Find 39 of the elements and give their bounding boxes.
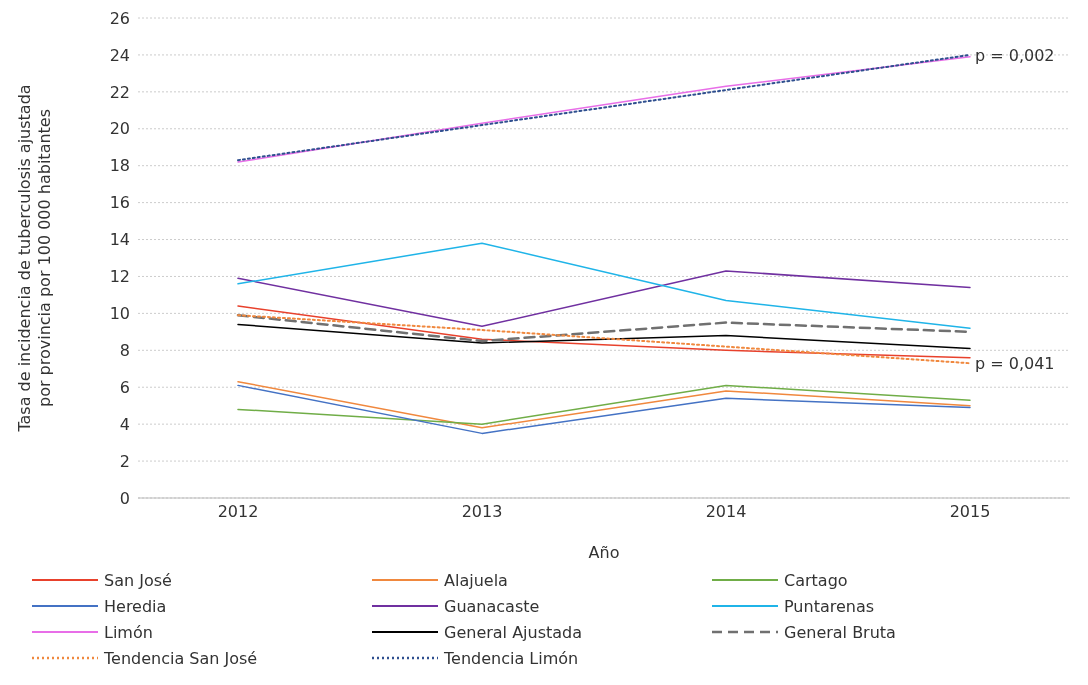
line-series [237, 323, 971, 350]
line-series [237, 314, 971, 365]
y-tick-label: 2 [119, 451, 130, 471]
y-tick-label: 20 [109, 119, 130, 139]
legend-label: Puntarenas [784, 596, 875, 616]
y-tick-label: 6 [119, 377, 130, 397]
legend-label: Tendencia San José [104, 648, 258, 668]
line-series [237, 270, 971, 328]
y-axis-title: Tasa de incidencia de tuberculosis ajustada por provincia por 100 000 habitantes [15, 84, 54, 433]
y-tick-label: 8 [119, 340, 130, 360]
legend-label: Alajuela [444, 570, 508, 590]
y-tick-label: 24 [109, 45, 130, 65]
y-tick-label: 10 [109, 304, 130, 324]
x-tick-label: 2015 [949, 502, 991, 522]
legend-label: Limón [104, 622, 153, 642]
annotation: p = 0,002 [975, 45, 1055, 65]
legend-label: Heredia [104, 596, 167, 616]
y-tick-label: 22 [109, 82, 130, 102]
y-tick-label: 12 [109, 267, 130, 287]
line-series [237, 242, 971, 329]
y-tick-label: 26 [109, 8, 130, 28]
line-series [237, 305, 971, 359]
legend-label: Guanacaste [444, 596, 540, 616]
x-tick-label: 2012 [217, 502, 259, 522]
x-tick-label: 2014 [705, 502, 747, 522]
y-tick-label: 14 [109, 230, 130, 250]
y-tick-label: 16 [109, 193, 130, 213]
legend-label: San José [104, 570, 172, 590]
y-tick-label: 4 [119, 414, 130, 434]
y-tick-label: 0 [119, 488, 130, 508]
legend-label: Cartago [784, 570, 848, 590]
annotation: p = 0,041 [975, 353, 1055, 373]
x-tick-label: 2013 [461, 502, 503, 522]
legend-label: Tendencia Limón [444, 648, 579, 668]
x-axis-title: Año [588, 543, 620, 562]
legend-label: General Bruta [784, 622, 896, 642]
line-series [237, 384, 971, 435]
legend-label: General Ajustada [444, 622, 583, 642]
y-tick-label: 18 [109, 156, 130, 176]
